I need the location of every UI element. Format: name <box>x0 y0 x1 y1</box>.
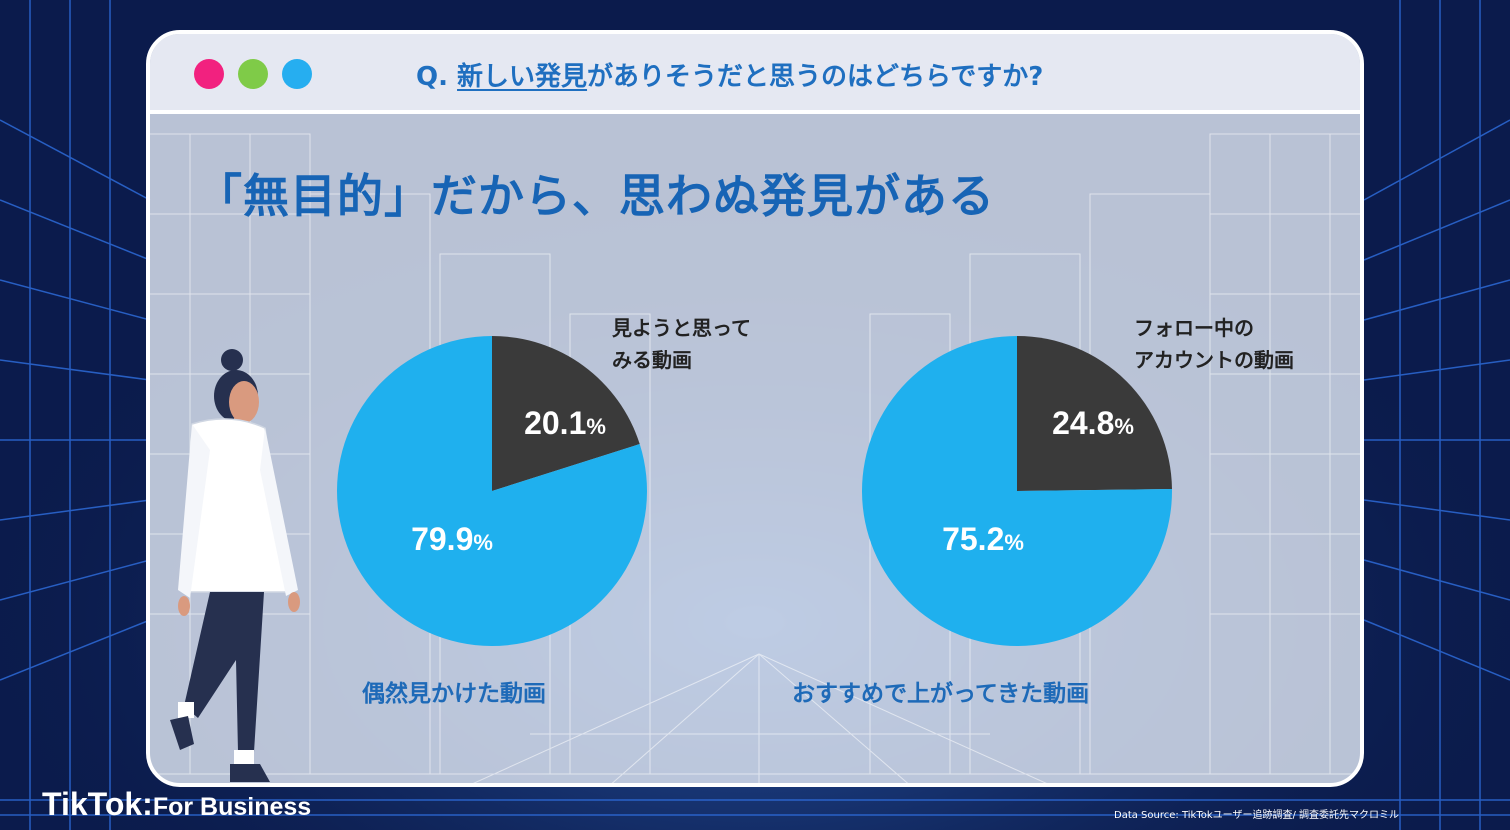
chart1-top-label-line2: みる動画 <box>612 348 692 372</box>
chart1-bottom-label: 偶然見かけた動画 <box>362 681 546 707</box>
data-source: Data Source: TikTokユーザー追跡調査/ 調査委託先マクロミル <box>1114 810 1399 821</box>
pie1-data-label-1: 20.1% <box>524 405 606 441</box>
browser-window: Q. 新しい発見がありそうだと思うのはどちらですか? <box>146 30 1364 787</box>
pie2-data-label-1: 24.8% <box>1052 405 1134 441</box>
pie1-data-label-2: 79.9% <box>411 521 493 557</box>
question-highlight: 新しい発見 <box>457 62 588 92</box>
person-illustration <box>170 349 300 782</box>
brand-name: TikTok <box>42 786 143 822</box>
pie1-slice-1 <box>492 336 640 491</box>
window-dot-green <box>238 59 268 89</box>
headline: 「無目的」だから、思わぬ発見がある <box>196 169 995 223</box>
pie-chart-2: 24.8% 75.2% <box>862 336 1172 647</box>
pie-chart-1: 20.1% 79.9% <box>337 336 647 646</box>
pie2-data-label-2: 75.2% <box>942 521 1024 557</box>
chart1-top-label-line1: 見ようと思って <box>612 316 751 340</box>
chart2-top-label-line1: フォロー中の <box>1134 316 1254 340</box>
pie1-slice-2 <box>337 336 647 646</box>
pie2-slice-2 <box>862 336 1172 647</box>
pie2-slice-1 <box>1017 336 1172 491</box>
question-prefix: Q. <box>416 62 458 92</box>
chart2-top-label: フォロー中の アカウントの動画 <box>1134 312 1294 376</box>
window-dot-pink <box>194 59 224 89</box>
brand-suffix: For Business <box>152 793 312 821</box>
window-title-bar: Q. 新しい発見がありそうだと思うのはどちらですか? <box>150 34 1360 114</box>
window-dot-blue <box>282 59 312 89</box>
tiktok-for-business-logo: TikTok:For Business <box>42 786 311 823</box>
question-rest: がありそうだと思うのはどちらですか? <box>587 62 1044 92</box>
chart2-top-label-line2: アカウントの動画 <box>1134 348 1294 372</box>
chart2-bottom-label: おすすめで上がってきた動画 <box>792 681 1090 707</box>
chart1-top-label: 見ようと思って みる動画 <box>612 312 751 376</box>
question-text: Q. 新しい発見がありそうだと思うのはどちらですか? <box>416 56 1043 93</box>
brand-separator: : <box>142 786 153 822</box>
